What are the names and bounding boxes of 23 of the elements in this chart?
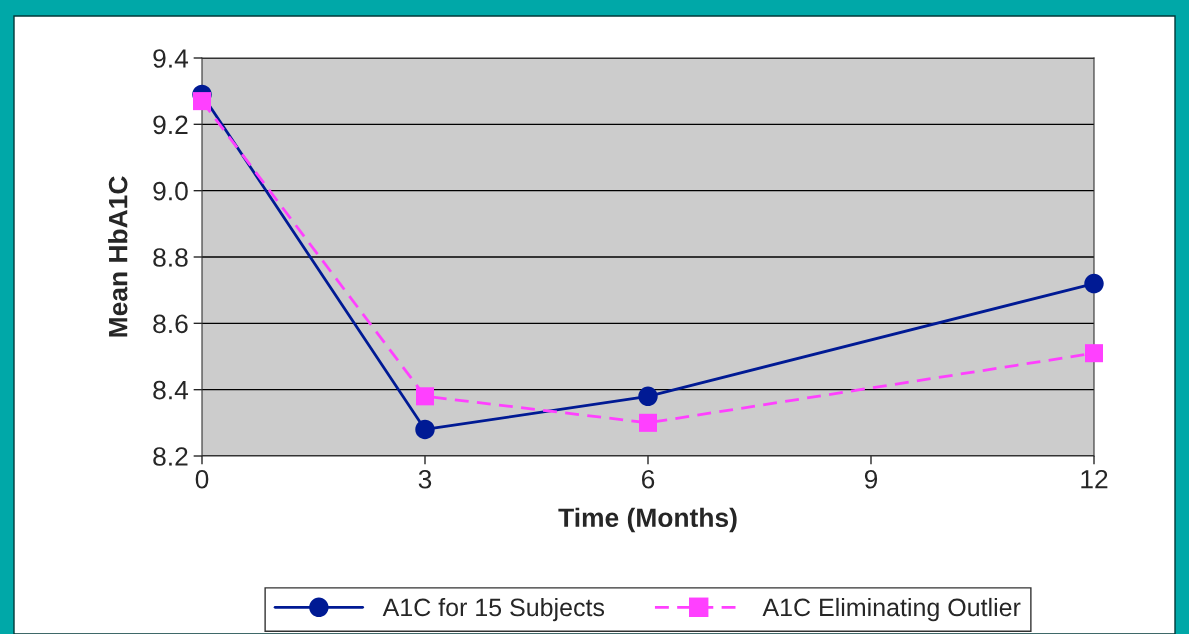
x-tick-label: 0 xyxy=(195,469,209,489)
x-tick-label: 12 xyxy=(1081,469,1108,489)
point xyxy=(638,413,658,432)
y-tick-label: 8.6 xyxy=(153,314,188,334)
y-tick-label: 9.4 xyxy=(153,49,189,68)
x-tick-label: 9 xyxy=(864,469,878,489)
x-tick-label: 6 xyxy=(642,469,655,489)
y-tick-label: 8.2 xyxy=(153,447,188,466)
x-tick-label: 3 xyxy=(418,469,432,489)
y-tick-label: 9.2 xyxy=(153,115,188,135)
point xyxy=(1084,344,1104,363)
point xyxy=(1084,273,1104,294)
legend-label: A1C Eliminating Outlier xyxy=(762,597,1021,622)
x-axis-title: Time (Months) xyxy=(558,507,737,533)
y-tick-label: 8.4 xyxy=(153,380,189,400)
point xyxy=(638,386,658,407)
y-tick-label: 9.0 xyxy=(153,181,188,201)
legend-label: A1C for 15 Subjects xyxy=(382,597,605,622)
point xyxy=(192,92,212,111)
y-tick-label: 8.8 xyxy=(153,248,188,267)
y-axis-title: Mean HbA1C xyxy=(108,176,128,337)
point xyxy=(415,387,435,406)
point xyxy=(415,419,435,440)
